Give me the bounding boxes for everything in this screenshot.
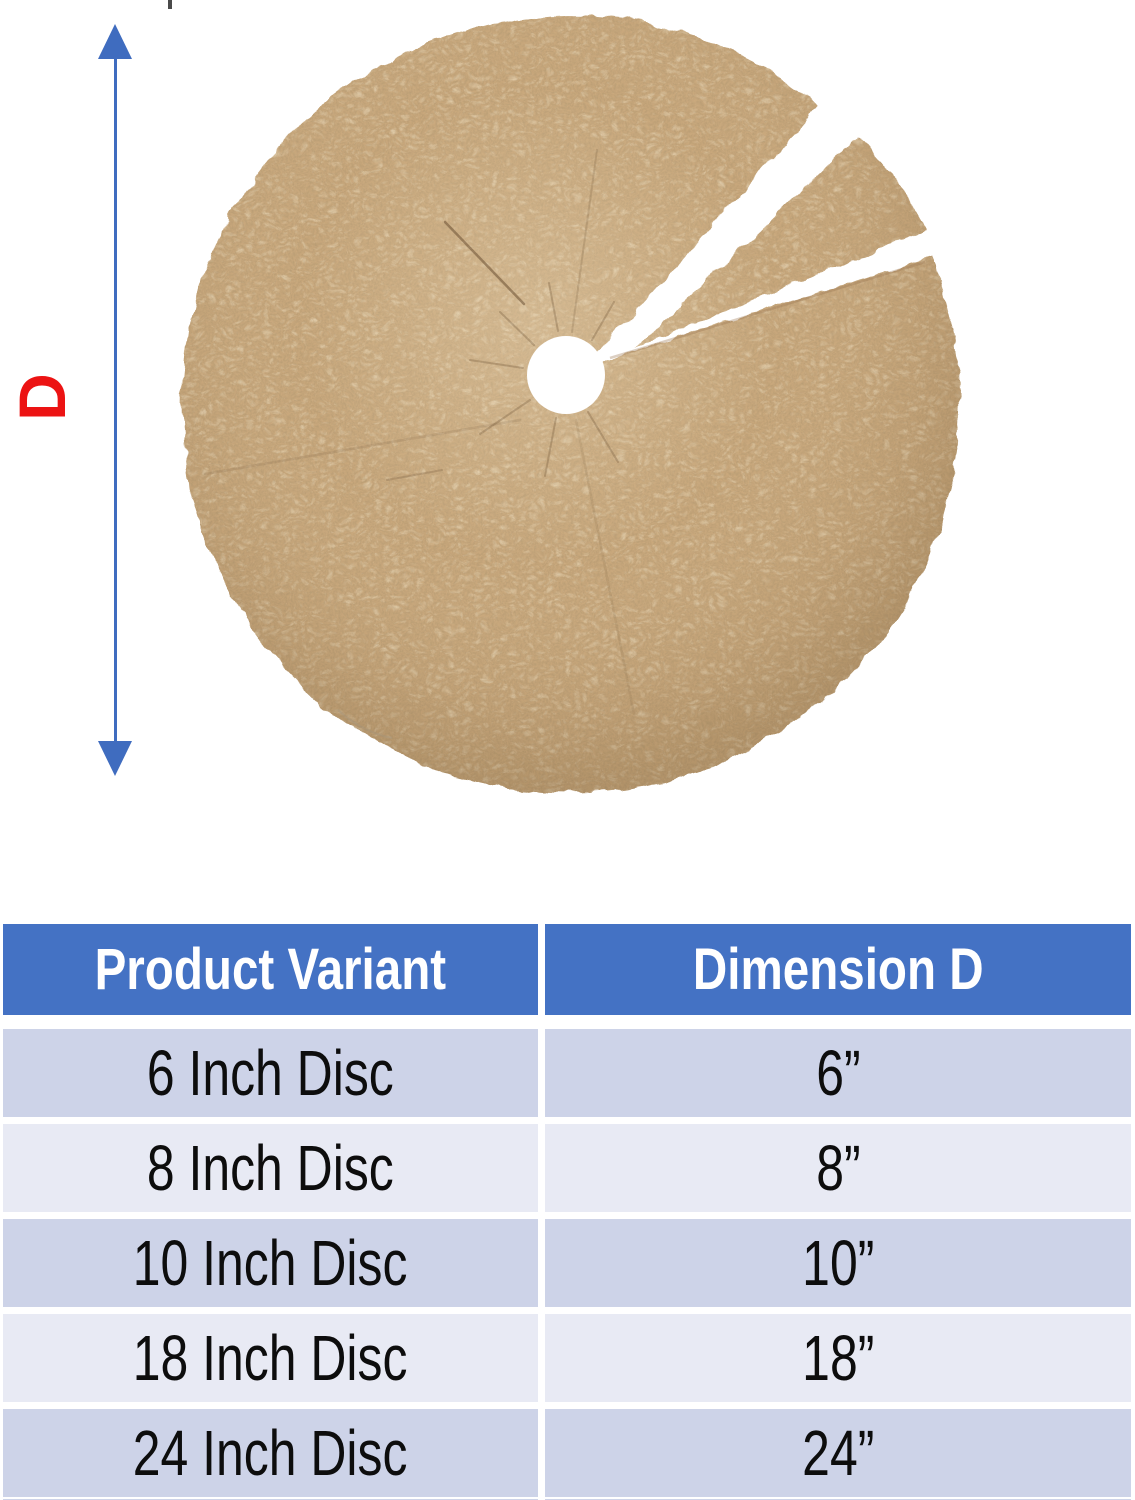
header-dimension-d-text: Dimension D [692,937,984,1002]
cell-dimension-text: 18” [801,1322,875,1394]
cell-dimension: 8” [545,1124,1131,1212]
spec-table: Product Variant Dimension D 6 Inch Disc … [3,924,1131,1500]
table-body: 6 Inch Disc 6” 8 Inch Disc 8” 10 Inch Di… [3,1029,1131,1497]
cell-product-variant: 8 Inch Disc [3,1124,545,1212]
header-product-variant-text: Product Variant [94,937,447,1002]
cell-product-variant-text: 10 Inch Disc [133,1227,408,1299]
table-row: 6 Inch Disc 6” [3,1029,1131,1117]
table-row: 8 Inch Disc 8” [3,1124,1131,1212]
cell-dimension-text: 6” [815,1037,861,1109]
disc-creases [203,149,636,716]
cell-dimension: 10” [545,1219,1131,1307]
center-hole-cutout [527,336,605,414]
cell-product-variant: 18 Inch Disc [3,1314,545,1402]
table-row: 24 Inch Disc 24” [3,1409,1131,1497]
cell-dimension-text: 24” [801,1417,875,1489]
arrowhead-down-icon [98,741,132,776]
table-header-row: Product Variant Dimension D [3,924,1131,1015]
cell-product-variant: 6 Inch Disc [3,1029,545,1117]
cell-dimension-text: 10” [801,1227,875,1299]
table-row: 18 Inch Disc 18” [3,1314,1131,1402]
dimension-figure [98,0,960,794]
crop-mark [168,0,172,9]
stray-fiber [337,709,393,739]
cell-dimension: 6” [545,1029,1131,1117]
cell-product-variant-text: 18 Inch Disc [133,1322,408,1394]
cell-product-variant-text: 24 Inch Disc [133,1417,408,1489]
coir-disc [181,15,960,794]
cell-dimension: 18” [545,1314,1131,1402]
dimension-arrow [98,24,132,776]
cell-product-variant-text: 6 Inch Disc [147,1037,394,1109]
cell-product-variant-text: 8 Inch Disc [147,1132,394,1204]
cell-dimension: 24” [545,1409,1131,1497]
header-dimension-d: Dimension D [545,924,1131,1015]
slit-edge-shadow [609,260,926,360]
table-row: 10 Inch Disc 10” [3,1219,1131,1307]
arrowhead-up-icon [98,24,132,59]
cell-product-variant: 10 Inch Disc [3,1219,545,1307]
dimension-label: D [5,373,79,421]
header-product-variant: Product Variant [3,924,545,1015]
cell-product-variant: 24 Inch Disc [3,1409,545,1497]
cell-dimension-text: 8” [815,1132,861,1204]
